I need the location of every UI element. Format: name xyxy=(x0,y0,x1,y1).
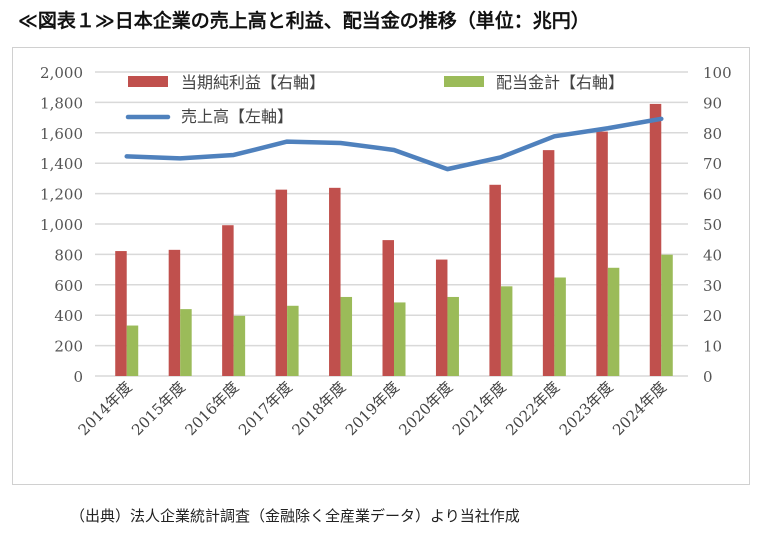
bar-net-income xyxy=(168,249,181,376)
left-tick-label: 600 xyxy=(54,277,83,295)
right-tick-label: 70 xyxy=(703,155,722,173)
left-tick-label: 1,200 xyxy=(40,186,83,204)
left-tick-label: 1,800 xyxy=(40,94,83,112)
bar-net-income xyxy=(542,150,555,376)
x-tick-label: 2018年度 xyxy=(288,378,349,439)
bar-net-income xyxy=(222,225,234,376)
bar-dividends xyxy=(447,296,459,376)
left-tick-label: 1,000 xyxy=(40,216,83,234)
bar-net-income xyxy=(435,259,448,376)
source-caption: （出典）法人企業統計調査（金融除く全産業データ）より当社作成 xyxy=(70,507,520,525)
x-tick-label: 2023年度 xyxy=(556,378,617,439)
bar-dividends xyxy=(554,277,566,376)
bar-dividends xyxy=(233,315,246,376)
bar-net-income xyxy=(649,103,662,377)
x-tick-label: 2015年度 xyxy=(128,378,189,439)
sales-line xyxy=(124,116,664,172)
right-tick-label: 80 xyxy=(703,125,722,143)
left-tick-label: 1,600 xyxy=(40,125,83,143)
right-tick-label: 100 xyxy=(703,64,732,82)
left-tick-label: 800 xyxy=(54,246,83,264)
x-tick-label: 2019年度 xyxy=(342,378,403,439)
bar-dividends xyxy=(126,325,139,376)
bar-net-income xyxy=(489,184,501,376)
bar-dividends xyxy=(394,302,406,376)
x-tick-label: 2016年度 xyxy=(182,378,243,439)
x-tick-label: 2014年度 xyxy=(75,378,136,439)
bar-net-income xyxy=(275,189,288,376)
bar-net-income xyxy=(115,251,127,376)
legend-label-net-income: 当期純利益【右軸】 xyxy=(181,73,325,92)
bar-dividends xyxy=(500,286,513,376)
bar-net-income xyxy=(329,187,341,376)
right-tick-label: 90 xyxy=(703,94,722,112)
bar-dividends xyxy=(607,267,620,376)
chart-frame xyxy=(12,47,750,485)
right-tick-label: 20 xyxy=(703,307,722,325)
right-tick-label: 60 xyxy=(703,186,722,204)
bar-dividends xyxy=(287,305,299,376)
x-tick-label: 2017年度 xyxy=(235,378,296,439)
right-tick-label: 0 xyxy=(703,368,713,386)
legend-label-sales: 売上高【左軸】 xyxy=(181,107,293,126)
right-tick-label: 50 xyxy=(703,216,722,234)
bar-dividends xyxy=(180,309,192,376)
legend-label-dividends: 配当金計【右軸】 xyxy=(496,73,624,92)
left-tick-label: 200 xyxy=(54,338,83,356)
bar-net-income xyxy=(382,240,394,376)
x-tick-label: 2024年度 xyxy=(609,378,670,439)
bar-dividends xyxy=(661,254,673,376)
left-tick-label: 0 xyxy=(73,368,83,386)
left-tick-label: 1,400 xyxy=(40,155,83,173)
left-tick-label: 400 xyxy=(54,307,83,325)
legend-swatch-net-income xyxy=(128,76,168,87)
x-tick-label: 2020年度 xyxy=(395,378,456,439)
right-tick-label: 40 xyxy=(703,246,722,264)
left-tick-label: 2,000 xyxy=(40,64,83,82)
bar-dividends xyxy=(340,296,353,376)
legend-swatch-dividends xyxy=(444,76,484,87)
x-tick-label: 2021年度 xyxy=(449,378,510,439)
bar-net-income xyxy=(596,131,608,376)
right-tick-label: 10 xyxy=(703,338,722,356)
right-tick-label: 30 xyxy=(703,277,722,295)
chart-title: ≪図表１≫日本企業の売上高と利益、配当金の推移（単位：兆円） xyxy=(18,10,590,32)
x-tick-label: 2022年度 xyxy=(502,378,563,439)
